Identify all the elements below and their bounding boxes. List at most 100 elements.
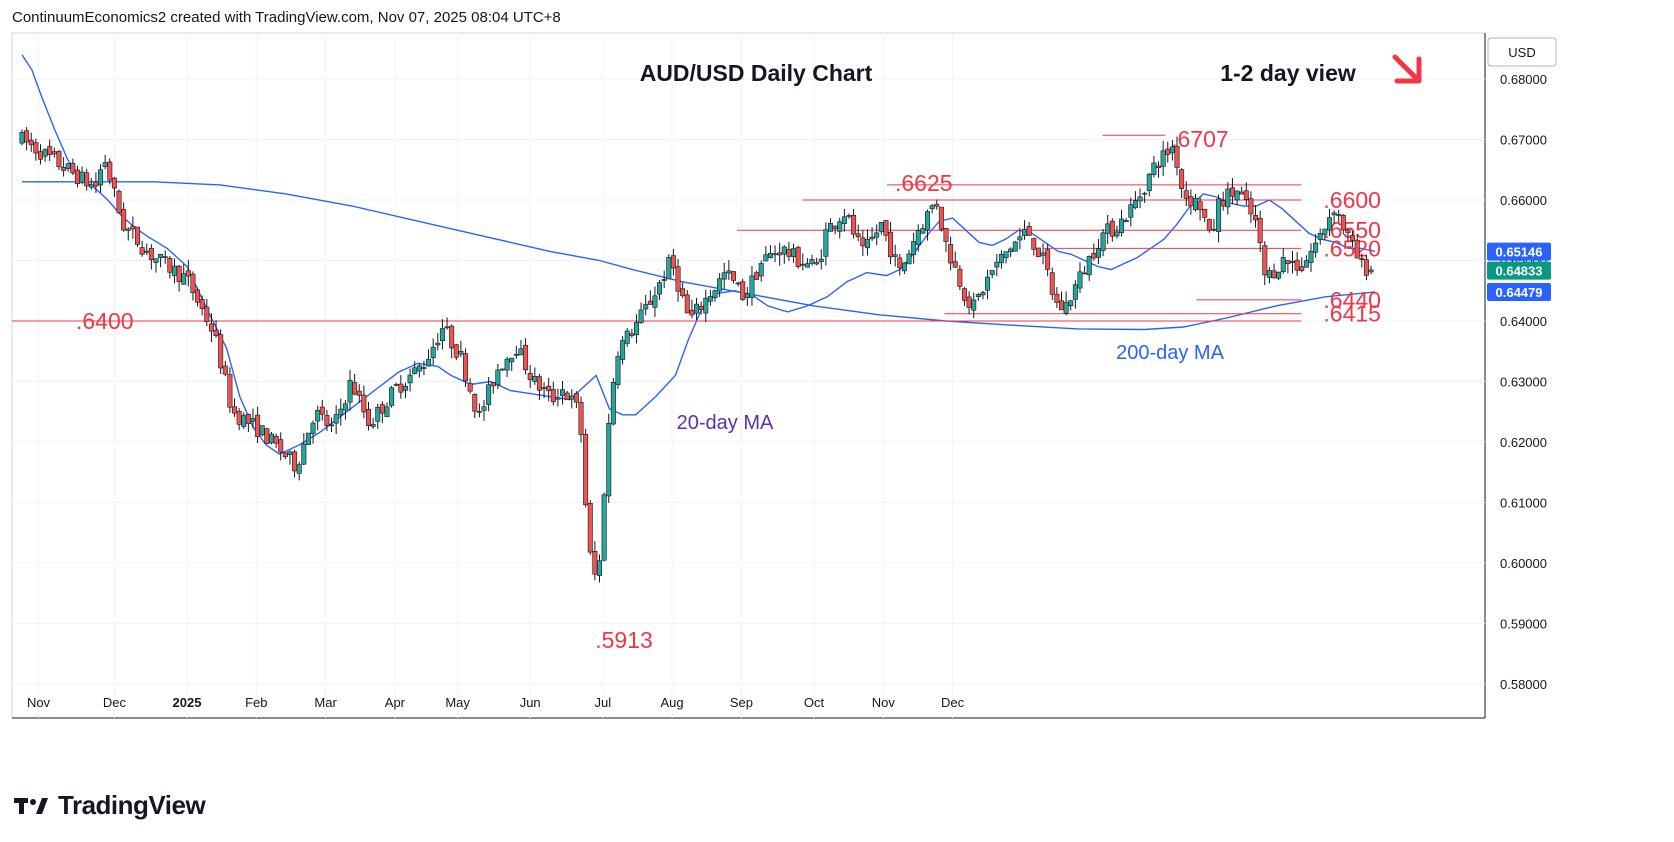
candle-body [1128, 204, 1134, 218]
candle-body [998, 253, 1004, 264]
candle-body [1054, 293, 1060, 303]
y-tick-label: 0.61000 [1500, 495, 1547, 510]
tradingview-logo[interactable]: TradingView [14, 790, 206, 821]
candle-body [1326, 217, 1332, 231]
candle-body [1234, 190, 1240, 201]
candle-body [33, 142, 39, 154]
plot-area[interactable] [11, 32, 1486, 719]
candle-body [245, 414, 251, 424]
candle-body [670, 255, 676, 269]
candle-body [352, 382, 358, 395]
x-tick-label: Oct [804, 695, 825, 710]
candle-body [490, 382, 496, 387]
price-badge [1487, 261, 1551, 280]
y-tick-label: 0.59000 [1500, 616, 1547, 631]
candle-body [749, 275, 755, 298]
candle-body [592, 550, 598, 575]
candle-body [1340, 214, 1346, 231]
candle-body [1082, 272, 1088, 275]
level-label: .6415 [1323, 301, 1381, 327]
candle-body [541, 387, 547, 389]
candle-body [657, 282, 663, 295]
candle-body [435, 342, 441, 346]
candle-body [1022, 228, 1028, 236]
candle-body [971, 299, 977, 311]
candle-body [1072, 284, 1078, 300]
candle-body [79, 171, 85, 183]
candle-body [121, 208, 127, 231]
candle-body [772, 253, 778, 256]
candle-body [236, 410, 242, 425]
level-label: .6625 [895, 170, 953, 196]
candle-body [735, 282, 741, 285]
ma200-line [22, 181, 1376, 331]
price-badge [1487, 283, 1551, 302]
time-axis[interactable]: Nov Dec 2025 Feb Mar Apr May Jun Jul Aug Sep Oct Nov… [27, 695, 965, 710]
candle-body [684, 294, 690, 314]
candle-body [467, 383, 473, 392]
candle-body [70, 162, 76, 174]
candle-body [620, 340, 626, 360]
candle-body [523, 344, 529, 371]
candle-body [37, 151, 43, 160]
candle-body [204, 306, 210, 322]
candle-body [1313, 242, 1319, 253]
candle-body [158, 254, 164, 258]
price-axis[interactable]: 0.680000.670000.660000.650000.640000.630… [1500, 72, 1547, 692]
x-tick-label: May [445, 695, 470, 710]
candle-body [1035, 247, 1041, 258]
candle-body [1105, 223, 1111, 234]
candle-body [107, 161, 113, 181]
candle-body [1031, 238, 1037, 250]
candle-body [162, 256, 168, 258]
candle-body [1308, 251, 1314, 263]
candle-body [624, 330, 630, 344]
candle-body [384, 406, 390, 418]
candle-body [1049, 272, 1055, 295]
candle-body [1091, 253, 1097, 259]
candle-body [560, 389, 566, 396]
candle-body [458, 351, 464, 355]
candle-body [804, 263, 810, 268]
candle-body [1331, 212, 1337, 216]
candle-body [398, 383, 404, 393]
candle-body [84, 172, 90, 187]
candle-body [961, 288, 967, 301]
candle-body [795, 247, 801, 267]
candle-body [1354, 239, 1360, 259]
candle-body [957, 268, 963, 287]
candle-body [56, 151, 62, 168]
candle-body [1271, 270, 1277, 279]
arrow-down-right-icon [1392, 54, 1422, 84]
candle-body [1317, 233, 1323, 240]
candle-body [255, 414, 261, 437]
candle-body [1248, 198, 1254, 215]
candle-body [167, 257, 173, 273]
candle-body [1137, 196, 1143, 202]
candle-body [791, 248, 797, 257]
candle-body [1165, 148, 1171, 155]
currency-box[interactable]: USD [1487, 37, 1557, 67]
candle-body [578, 402, 584, 435]
annotation-200-day-ma: 200-day MA [1116, 342, 1224, 364]
candle-body [1257, 217, 1263, 243]
candle-body [1345, 229, 1351, 234]
x-tick-label: Feb [245, 695, 267, 710]
candle-body [851, 215, 857, 235]
candle-body [47, 146, 53, 155]
attribution-text: ContinuumEconomics2 created with Trading… [12, 9, 561, 26]
candle-body [278, 439, 284, 453]
candle-body [426, 358, 432, 367]
candle-body [925, 211, 931, 231]
candle-body [966, 296, 972, 308]
candle-body [1197, 201, 1203, 211]
candle-body [596, 560, 602, 576]
candle-body [985, 276, 991, 291]
candle-body [694, 303, 700, 314]
candle-body [550, 389, 556, 403]
candle-body [1142, 192, 1148, 195]
candle-body [1146, 173, 1152, 192]
candle-body [1100, 232, 1106, 251]
candle-body [573, 393, 579, 403]
